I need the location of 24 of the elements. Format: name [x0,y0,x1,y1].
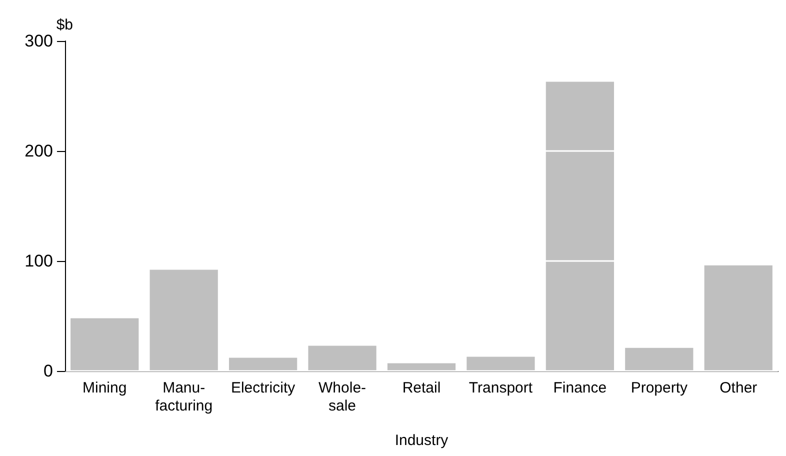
bar [387,363,456,371]
x-tick-label: Other [720,380,758,396]
bar [150,270,218,371]
y-tick-label: 300 [24,32,53,50]
bar [704,265,772,371]
bar [546,82,614,371]
x-tick-label: Manu- facturing [155,380,213,414]
y-axis-title: $b [56,16,73,34]
y-tick-label: 200 [24,142,53,160]
bar [625,348,694,371]
x-tick-label: Finance [553,380,607,396]
bar [70,318,139,371]
x-axis-title: Industry [394,432,449,449]
x-tick-label: Property [630,380,688,396]
x-tick-label: Mining [82,380,127,396]
y-tick-label: 100 [24,252,53,270]
bar [228,358,298,371]
y-tick-label: 0 [44,362,53,380]
x-tick-label: Electricity [230,380,296,396]
x-tick-label: Retail [402,380,441,396]
bar [308,346,376,371]
bar [466,356,535,371]
x-tick-label: Transport [468,380,534,396]
x-tick-label: Whole- sale [318,380,366,414]
